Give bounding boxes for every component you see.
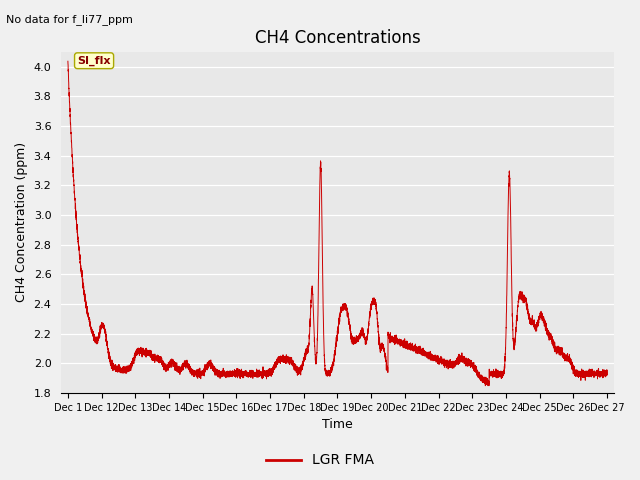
Y-axis label: CH4 Concentration (ppm): CH4 Concentration (ppm) [15,143,28,302]
LGR FMA [64,59,72,64]
LGR FMA [481,383,489,389]
Text: SI_flx: SI_flx [77,56,111,66]
LGR FMA [464,361,472,367]
X-axis label: Time: Time [322,419,353,432]
LGR FMA [259,374,267,380]
Legend: LGR FMA: LGR FMA [260,448,380,473]
Title: CH4 Concentrations: CH4 Concentrations [255,29,420,48]
LGR FMA [603,367,611,373]
LGR FMA [91,336,99,342]
Line: LGR FMA: LGR FMA [68,61,607,386]
LGR FMA [406,344,414,349]
Text: No data for f_li77_ppm: No data for f_li77_ppm [6,14,133,25]
LGR FMA [383,363,390,369]
LGR FMA [493,374,500,380]
